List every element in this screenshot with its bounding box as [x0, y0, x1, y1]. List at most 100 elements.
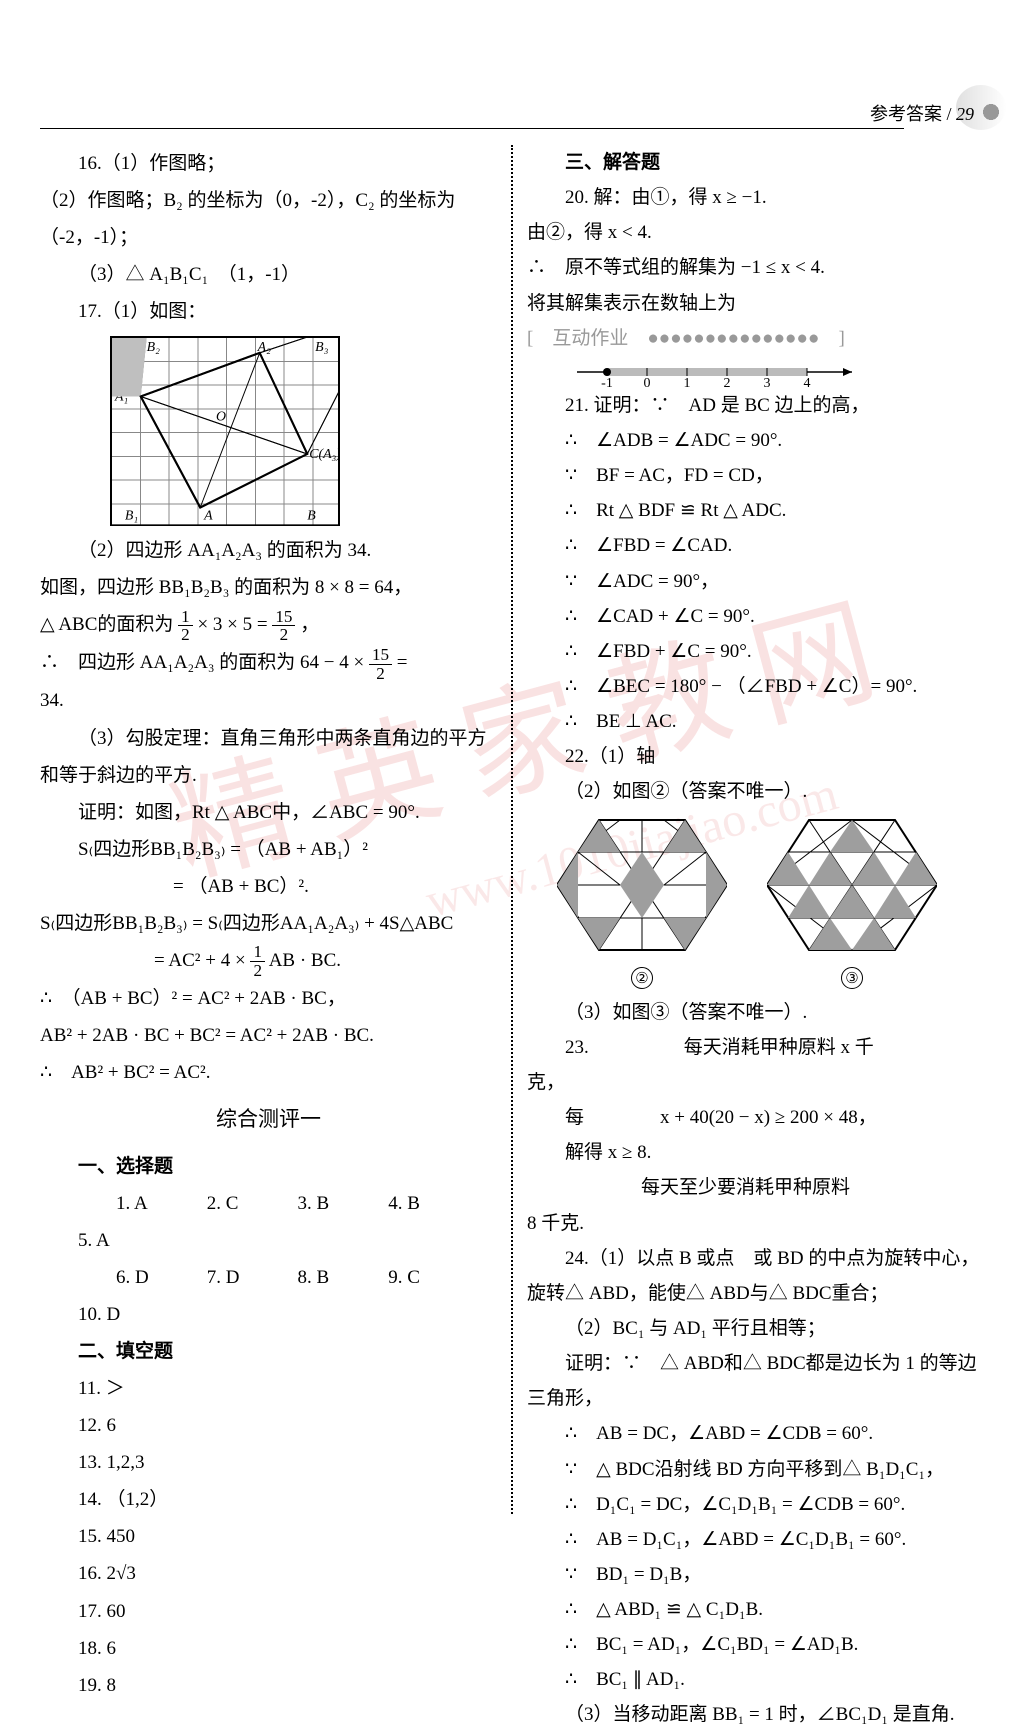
txt: ， [300, 614, 319, 635]
geometry-grid-figure: B₂ A₂ B₃ A₁ O C(A₃) B₁ A B [110, 336, 340, 526]
section-3-head: 三、解答题 [527, 145, 984, 180]
item-24-7: ∴ AB = D₁C₁，∠ABD = ∠C₁D₁B₁ = 60°. [527, 1522, 984, 1557]
txt: △ ABC的面积为 [40, 614, 178, 635]
page-number: 29 [956, 104, 974, 124]
item-17-8: 证明：如图，Rt △ ABC中，∠ABC = 90°. [40, 794, 497, 831]
hex-label-2: ② [631, 967, 653, 989]
item-16-3: （3）△ A₁B₁C₁ （1，-1） [40, 256, 497, 293]
fill-18: 18. 6 [40, 1630, 497, 1667]
item-17-3: 如图，四边形 BB₁B₂B₃ 的面积为 8 × 8 = 64， [40, 569, 497, 606]
hex-label-3: ③ [841, 967, 863, 989]
item-24-4: ∴ AB = DC，∠ABD = ∠CDB = 60°. [527, 1416, 984, 1451]
right-column: 三、解答题 20. 解：由①，得 x ≥ −1. 由②，得 x < 4. ∴ 原… [527, 145, 984, 1514]
hex-2-wrap: ② [557, 810, 727, 995]
item-20-2: 由②，得 x < 4. [527, 215, 984, 250]
svg-text:B₁: B₁ [125, 509, 138, 524]
mc-item: 6. D [78, 1259, 164, 1296]
txt: = AC² + 4 × [40, 950, 250, 971]
fill-19: 19. 8 [40, 1667, 497, 1704]
item-17-9: S₍四边形BB₁B₂B₃₎ = （AB + AB₁）² [40, 831, 497, 868]
item-21-6: ∴ ∠CAD + ∠C = 90°. [527, 599, 984, 634]
item-17-2: （2）四边形 AA₁A₂A₃ 的面积为 34. [40, 532, 497, 569]
mc-item: 4. B [350, 1185, 436, 1222]
mc-item: 10. D [40, 1296, 126, 1333]
hexagon-2 [557, 810, 727, 960]
txt: ∴ 四边形 AA₁A₂A₃ 的面积为 64 − 4 × [40, 652, 369, 673]
hexagon-figures: ② [557, 810, 984, 995]
item-24-3: 证明：∵ △ ABD和△ BDC都是边长为 1 的等边三角形， [527, 1346, 984, 1416]
svg-text:1: 1 [684, 376, 691, 388]
item-16-2: （2）作图略；B₂ 的坐标为（0，-2），C₂ 的坐标为（-2，-1）； [40, 182, 497, 256]
fraction-icon: 12 [250, 943, 265, 980]
fill-17: 17. 60 [40, 1593, 497, 1630]
column-divider [511, 145, 513, 1514]
svg-text:C(A₃): C(A₃) [309, 447, 339, 462]
item-22-3: （3）如图③（答案不唯一）. [527, 995, 984, 1030]
hex-3-wrap: ③ [767, 810, 937, 995]
mc-item: 1. A [78, 1185, 164, 1222]
page-header: 参考答案 / 29 [870, 100, 974, 126]
header-rule [40, 128, 904, 129]
item-17-7: （3）勾股定理：直角三角形中两条直角边的平方和等于斜边的平方. [40, 720, 497, 794]
section-1-head: 一、选择题 [40, 1148, 497, 1185]
composite-test-title: 综合测评一 [40, 1099, 497, 1140]
item-21-9: ∴ BE ⊥ AC. [527, 704, 984, 739]
item-17-10: = （AB + BC）². [40, 868, 497, 905]
mc-item: 8. B [260, 1259, 346, 1296]
fill-14: 14. （1,2） [40, 1481, 497, 1518]
item-24-11: ∴ BC₁ ∥ AD₁. [527, 1662, 984, 1697]
svg-text:4: 4 [804, 376, 811, 388]
svg-text:O: O [216, 410, 226, 425]
item-17-4: △ ABC的面积为 12 × 3 × 5 = 152 ， [40, 606, 497, 644]
header-label: 参考答案 [870, 104, 942, 124]
item-21-1: ∴ ∠ADB = ∠ADC = 90°. [527, 423, 984, 458]
item-23-6: 8 千克. [527, 1206, 984, 1241]
item-17-13: ∴ （AB + BC）² = AC² + 2AB · BC， [40, 980, 497, 1017]
item-21-2: ∵ BF = AC，FD = CD， [527, 458, 984, 493]
txt: × 3 × 5 = [197, 614, 272, 635]
item-17-12: = AC² + 4 × 12 AB · BC. [40, 942, 497, 980]
mc-row-1: 1. A 2. C 3. B 4. B 5. A [40, 1185, 497, 1259]
item-22-1: 22.（1）轴 [527, 739, 984, 774]
hexagon-3 [767, 810, 937, 960]
svg-text:3: 3 [764, 376, 771, 388]
svg-text:2: 2 [724, 376, 731, 388]
item-24-12: （3）当移动距离 BB₁ = 1 时，∠BC₁D₁ 是直角. [527, 1697, 984, 1732]
mc-item: 7. D [169, 1259, 255, 1296]
item-23-2: 克， [527, 1065, 984, 1100]
svg-text:B₂: B₂ [147, 340, 160, 355]
website-blur: [ 互动作业 ●●●●●●●●●●●●●●● ] [527, 321, 984, 356]
item-16-1: 16.（1）作图略； [40, 145, 497, 182]
mc-item: 9. C [350, 1259, 436, 1296]
item-17-5: ∴ 四边形 AA₁A₂A₃ 的面积为 64 − 4 × 152 = [40, 644, 497, 682]
fill-12: 12. 6 [40, 1407, 497, 1444]
item-22-2: （2）如图②（答案不唯一）. [527, 774, 984, 809]
item-21-3: ∴ Rt △ BDF ≌ Rt △ ADC. [527, 493, 984, 528]
mc-row-2: 6. D 7. D 8. B 9. C 10. D [40, 1259, 497, 1333]
txt: = [397, 652, 408, 673]
item-23-4: 解得 x ≥ 8. [527, 1135, 984, 1170]
fill-15: 15. 450 [40, 1518, 497, 1555]
item-20-3: ∴ 原不等式组的解集为 −1 ≤ x < 4. [527, 250, 984, 285]
item-17-11: S₍四边形BB₁B₂B₃₎ = S₍四边形AA₁A₂A₃₎ + 4S△ABC [40, 905, 497, 942]
item-24-9: ∴ △ ABD₁ ≌ △ C₁D₁B. [527, 1592, 984, 1627]
item-17-1: 17.（1）如图： [40, 293, 497, 330]
mc-item: 2. C [169, 1185, 255, 1222]
fill-11: 11. ＞ [40, 1370, 497, 1407]
item-17-14: AB² + 2AB · BC + BC² = AC² + 2AB · BC. [40, 1017, 497, 1054]
fraction-icon: 12 [178, 608, 193, 645]
svg-text:B: B [307, 509, 316, 524]
header-sep: / [946, 104, 951, 124]
item-17-15: ∴ AB² + BC² = AC². [40, 1054, 497, 1091]
item-24-8: ∵ BD₁ = D₁B， [527, 1557, 984, 1592]
item-20-4: 将其解集表示在数轴上为 [527, 286, 984, 321]
fraction-icon: 152 [272, 608, 295, 645]
item-20-1: 20. 解：由①，得 x ≥ −1. [527, 180, 984, 215]
item-24-6: ∴ D₁C₁ = DC，∠C₁D₁B₁ = ∠CDB = 60°. [527, 1487, 984, 1522]
mc-item: 5. A [40, 1222, 126, 1259]
svg-text:-1: -1 [601, 376, 613, 388]
item-21-4: ∴ ∠FBD = ∠CAD. [527, 528, 984, 563]
item-23-3: 每 x + 40(20 − x) ≥ 200 × 48， [527, 1100, 984, 1135]
content-columns: 16.（1）作图略； （2）作图略；B₂ 的坐标为（0，-2），C₂ 的坐标为（… [40, 145, 984, 1514]
svg-text:0: 0 [644, 376, 651, 388]
